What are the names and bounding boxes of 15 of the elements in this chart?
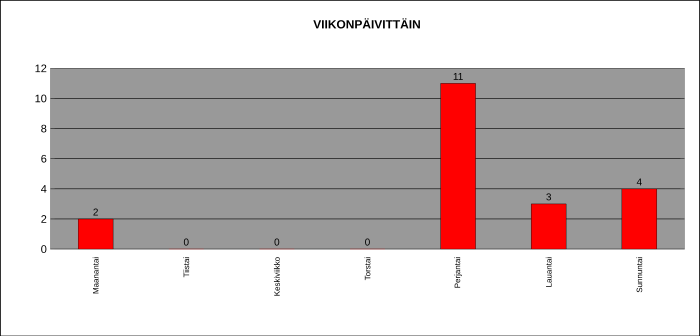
y-tick-label: 8 — [41, 124, 46, 132]
y-tick-label: 0 — [41, 245, 46, 253]
y-tick-label: 2 — [41, 214, 46, 223]
y-tick-label: 12 — [35, 64, 46, 72]
data-label: 4 — [636, 178, 642, 186]
y-tick-label: 10 — [35, 94, 46, 102]
data-label: 0 — [365, 238, 370, 246]
data-label: 3 — [546, 193, 552, 200]
y-tick-label: 4 — [40, 184, 47, 192]
chart-title: VIIKONPÄIVITTÄIN — [313, 18, 420, 28]
data-label: 0 — [274, 238, 280, 246]
data-label: 11 — [454, 72, 463, 80]
data-label: 0 — [184, 238, 189, 246]
y-tick-label: 6 — [41, 154, 46, 162]
data-label: 2 — [93, 208, 98, 216]
